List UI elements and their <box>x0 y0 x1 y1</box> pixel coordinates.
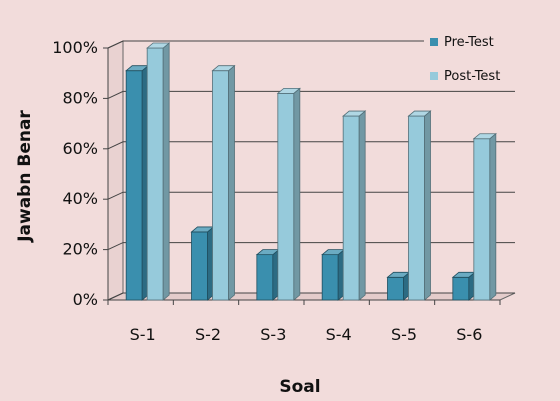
bar-top <box>211 65 236 72</box>
gridline <box>107 242 515 251</box>
bar-front <box>191 231 208 301</box>
bar-front <box>452 276 470 301</box>
side-wall <box>107 40 124 301</box>
bar-front <box>342 115 360 301</box>
bar <box>211 64 236 301</box>
x-tick-label: S-3 <box>260 325 286 344</box>
bar-front <box>408 115 425 301</box>
bars <box>125 42 497 301</box>
bar <box>451 271 476 301</box>
y-tick-label: 100% <box>52 38 98 57</box>
bar-front <box>387 276 404 301</box>
bar-front <box>256 254 274 301</box>
legend: Pre-Test Post-Test <box>424 24 528 90</box>
legend-box <box>424 24 528 90</box>
bar <box>407 110 432 301</box>
bar <box>342 110 367 301</box>
bar-front <box>212 70 229 301</box>
x-axis-title: Soal <box>279 377 320 397</box>
bar-side <box>489 132 497 301</box>
bar <box>321 248 346 301</box>
bar <box>472 132 497 301</box>
bar-top <box>407 110 432 117</box>
y-axis-ticks: 0% 20% 40% 60% 80% 100% <box>52 38 98 309</box>
gridline <box>107 191 515 200</box>
bar <box>386 271 411 301</box>
x-tick-label: S-5 <box>391 325 417 344</box>
gridline <box>107 40 515 49</box>
bar <box>255 248 280 301</box>
bar-side <box>358 110 366 301</box>
bar-front <box>321 254 339 301</box>
gridline <box>107 90 515 99</box>
x-tick-label: S-1 <box>130 325 156 344</box>
y-axis-title: Jawabn Benar <box>15 110 35 243</box>
bar-front <box>125 70 143 301</box>
gridline <box>107 292 515 301</box>
bar <box>276 87 301 301</box>
y-tick-label: 40% <box>62 189 98 208</box>
y-tick-label: 80% <box>62 88 98 107</box>
gridline <box>107 141 515 150</box>
bar-top <box>276 87 301 94</box>
bar-top <box>342 110 367 117</box>
bar-top <box>146 42 171 49</box>
gridlines <box>103 40 515 301</box>
bar-front <box>277 92 295 301</box>
y-tick-label: 60% <box>62 139 98 158</box>
y-tick-label: 0% <box>73 290 98 309</box>
bar-side <box>424 110 431 301</box>
bar-front <box>146 47 164 301</box>
x-tick-label: S-4 <box>326 325 352 344</box>
bar-side <box>293 87 301 301</box>
bar <box>190 226 215 301</box>
bar-top <box>472 133 497 140</box>
x-axis-ticks: S-1 S-2 S-3 S-4 S-5 S-6 <box>107 300 501 344</box>
x-tick-label: S-6 <box>456 325 482 344</box>
bar-side <box>228 64 235 301</box>
bar-front <box>473 138 491 301</box>
bar-side <box>162 42 170 301</box>
legend-swatch <box>430 38 438 46</box>
legend-label: Post-Test <box>444 69 500 84</box>
y-tick-label: 20% <box>62 240 98 259</box>
legend-swatch <box>430 72 438 80</box>
x-tick-label: S-2 <box>195 325 221 344</box>
bar <box>146 42 171 301</box>
bar <box>125 64 150 301</box>
legend-label: Pre-Test <box>444 35 494 50</box>
